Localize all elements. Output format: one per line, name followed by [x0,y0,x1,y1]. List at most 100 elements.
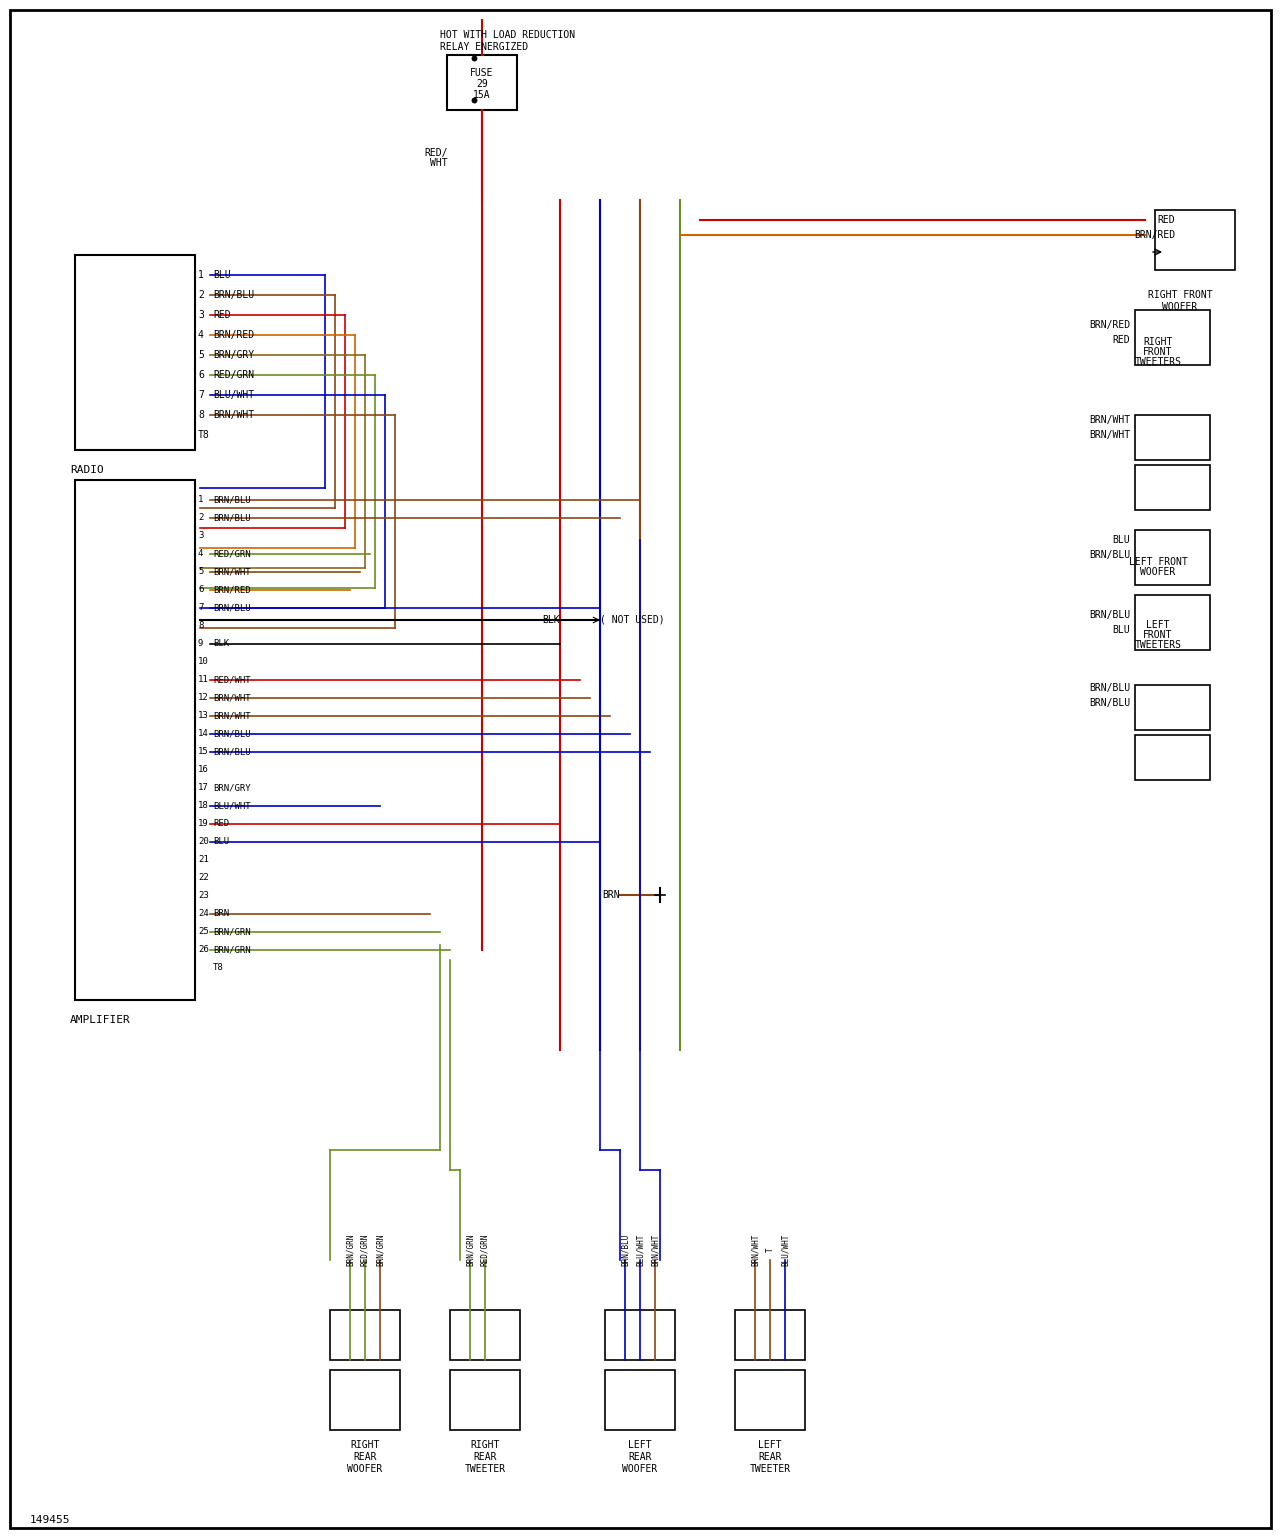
Text: RED/: RED/ [424,148,448,158]
Text: WOOFER: WOOFER [1162,301,1198,312]
Bar [1135,464,1211,511]
Text: 14: 14 [199,729,209,738]
Text: T: T [766,1247,775,1252]
Text: 149455: 149455 [29,1515,70,1526]
Text: RED/GRN: RED/GRN [360,1233,369,1266]
Text: RIGHT: RIGHT [350,1440,379,1450]
Text: BRN/BLU: BRN/BLU [620,1233,629,1266]
Text: RIGHT: RIGHT [470,1440,500,1450]
Text: BRN/WHT: BRN/WHT [751,1233,760,1266]
Text: BRN/RED: BRN/RED [213,331,254,340]
Text: 5: 5 [199,568,204,577]
Bar [76,255,195,451]
Text: FUSE: FUSE [470,68,493,78]
Text: BLK: BLK [213,640,229,649]
Text: BRN/RED: BRN/RED [1134,231,1175,240]
Text: 6: 6 [199,371,204,380]
Bar [1135,684,1211,731]
Text: 7: 7 [199,391,204,400]
Text: RELAY ENERGIZED: RELAY ENERGIZED [439,42,528,52]
Text: RIGHT: RIGHT [1144,337,1172,348]
Text: TWEETER: TWEETER [465,1464,506,1473]
Text: AMPLIFIER: AMPLIFIER [70,1015,131,1024]
Text: 23: 23 [199,892,209,901]
Text: 4: 4 [199,549,204,558]
Text: RED: RED [213,311,231,320]
Bar [1155,211,1235,271]
Text: 11: 11 [199,675,209,684]
Bar [1135,735,1211,780]
Text: BRN/BLU: BRN/BLU [1089,698,1130,707]
Text: LEFT: LEFT [758,1440,781,1450]
Text: RED/GRN: RED/GRN [480,1233,489,1266]
Text: RED: RED [1112,335,1130,345]
Text: BRN/RED: BRN/RED [1089,320,1130,331]
Bar [735,1310,804,1360]
Text: 12: 12 [199,694,209,703]
Text: 16: 16 [199,766,209,775]
Text: TWEETER: TWEETER [749,1464,790,1473]
Text: 4: 4 [199,331,204,340]
Bar [450,1310,520,1360]
Bar [605,1310,675,1360]
Text: 8: 8 [199,411,204,420]
Text: BRN/GRY: BRN/GRY [213,351,254,360]
Text: BRN: BRN [213,909,229,918]
Text: FRONT: FRONT [1144,631,1172,640]
Text: BRN/WHT: BRN/WHT [651,1233,660,1266]
Text: BLU/WHT: BLU/WHT [213,391,254,400]
Text: BRN/BLU: BRN/BLU [213,729,251,738]
Bar [1135,311,1211,365]
Text: BLU: BLU [213,271,231,280]
Text: 19: 19 [199,820,209,829]
Text: BRN/RED: BRN/RED [213,586,251,595]
Text: 20: 20 [199,838,209,846]
Text: LEFT FRONT: LEFT FRONT [1129,557,1187,568]
Text: 15A: 15A [473,91,491,100]
Text: REAR: REAR [758,1452,781,1463]
Text: ( NOT USED): ( NOT USED) [600,615,665,624]
Text: LEFT: LEFT [628,1440,652,1450]
Text: BRN/BLU: BRN/BLU [213,747,251,757]
Text: 1: 1 [199,271,204,280]
Text: WOOFER: WOOFER [1140,568,1176,577]
Text: REAR: REAR [628,1452,652,1463]
Text: WHT: WHT [430,158,448,168]
Text: BLU: BLU [1112,624,1130,635]
Text: BRN/WHT: BRN/WHT [213,712,251,720]
Text: 10: 10 [199,658,209,666]
Text: BRN/BLU: BRN/BLU [213,514,251,523]
Text: RED/GRN: RED/GRN [213,549,251,558]
Text: BRN/GRN: BRN/GRN [213,946,251,955]
Bar [76,480,195,1000]
Bar [605,1370,675,1430]
Bar [735,1370,804,1430]
Bar [330,1310,400,1360]
Text: BRN/BLU: BRN/BLU [213,495,251,504]
Text: BRN/GRN: BRN/GRN [213,927,251,937]
Text: BRN/BLU: BRN/BLU [1089,551,1130,560]
Text: BRN/BLU: BRN/BLU [1089,683,1130,694]
Text: BLU/WHT: BLU/WHT [635,1233,644,1266]
Text: T8: T8 [213,963,224,972]
Text: REAR: REAR [354,1452,377,1463]
Text: 25: 25 [199,927,209,937]
Text: LEFT: LEFT [1146,620,1170,631]
Text: BRN/GRN: BRN/GRN [465,1233,474,1266]
Bar [1135,531,1211,584]
Text: RADIO: RADIO [70,464,104,475]
Text: BRN/WHT: BRN/WHT [213,411,254,420]
Text: BRN/WHT: BRN/WHT [213,568,251,577]
Text: BLU: BLU [213,838,229,846]
Text: 22: 22 [199,874,209,883]
Text: 13: 13 [199,712,209,720]
Text: 18: 18 [199,801,209,811]
Text: BRN/WHT: BRN/WHT [213,694,251,703]
Bar [447,55,518,111]
Text: 3: 3 [199,532,204,540]
Text: 26: 26 [199,946,209,955]
Bar [330,1370,400,1430]
Text: T8: T8 [199,431,210,440]
Text: 2: 2 [199,291,204,300]
Text: BLU/WHT: BLU/WHT [213,801,251,811]
